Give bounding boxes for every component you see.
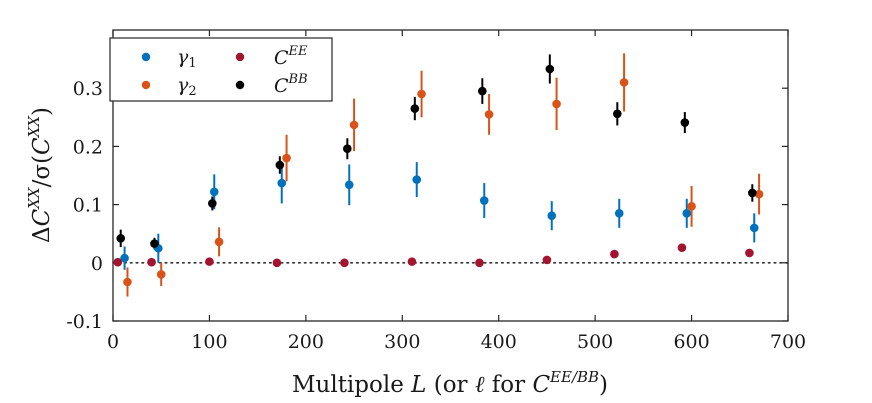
data-point	[123, 277, 132, 287]
x-label-suffix: )	[599, 372, 608, 398]
data-point	[412, 175, 422, 184]
y-tick-label: 0	[91, 253, 103, 275]
data-point	[349, 120, 359, 130]
data-point	[407, 257, 417, 266]
x-label-var: L	[410, 372, 426, 398]
data-point	[552, 99, 561, 109]
data-point	[749, 223, 759, 233]
y-label-delta: Δ	[29, 226, 55, 243]
data-point	[208, 199, 217, 208]
data-point	[484, 110, 494, 119]
legend-label-cee: CEE	[274, 44, 308, 69]
legend-box	[109, 37, 333, 102]
y-label-c: C	[29, 208, 55, 226]
y-tick-label: 0.2	[73, 136, 103, 158]
legend: γ1 γ2 CEE CBB	[109, 37, 333, 102]
x-label-ell: ℓ	[475, 372, 485, 398]
y-label-sup2: XX	[25, 115, 43, 139]
data-point	[479, 196, 489, 205]
data-point	[277, 178, 287, 188]
data-point	[478, 86, 487, 96]
x-tick-label: 0	[107, 331, 119, 353]
data-point	[113, 257, 123, 267]
x-label-sup: EE/BB	[549, 368, 599, 386]
data-point	[613, 109, 622, 119]
data-point	[680, 118, 690, 127]
y-tick-label: 0.3	[73, 78, 103, 100]
x-tick-label: 400	[481, 331, 517, 353]
data-point	[272, 258, 282, 268]
legend-marker-cbb	[235, 80, 245, 90]
y-label-sup: XX	[25, 186, 43, 210]
x-tick-label: 700	[770, 331, 806, 353]
data-point	[545, 64, 555, 74]
axis-ticks: 0 100 200 300 400 500 600 700-0.100.10.20.3	[66, 30, 806, 353]
data-point	[282, 153, 291, 163]
data-point	[214, 237, 224, 247]
x-tick-label: 200	[288, 331, 324, 353]
x-label-middle: (or	[426, 372, 474, 398]
data-point	[754, 189, 764, 199]
y-label-slash: /σ(	[29, 155, 55, 187]
data-point	[547, 211, 557, 220]
data-point	[542, 255, 552, 265]
legend-label-cbb: CBB	[274, 72, 308, 97]
x-label-c: C	[532, 372, 550, 398]
data-point	[745, 248, 754, 258]
data-point	[748, 188, 757, 198]
x-axis-label: Multipole L (or ℓ for CEE/BB)	[292, 368, 608, 398]
data-point	[687, 202, 696, 211]
y-tick-label: 0.1	[73, 195, 103, 217]
y-axis-label: ΔCXX/σ(CXX)	[25, 107, 55, 243]
data-point	[275, 160, 285, 170]
data-point	[677, 243, 687, 252]
x-label-for: for	[484, 372, 532, 398]
data-point	[610, 249, 619, 259]
data-point	[417, 89, 426, 99]
x-tick-label: 100	[191, 331, 227, 353]
x-tick-label: 600	[673, 331, 709, 353]
x-label-prefix: Multipole	[292, 372, 411, 398]
x-tick-label: 300	[384, 331, 420, 353]
legend-marker-cee	[235, 52, 245, 62]
legend-marker-gamma2	[141, 80, 151, 90]
legend-marker-gamma1	[141, 52, 151, 62]
data-point	[343, 144, 352, 154]
y-label-close: )	[29, 107, 55, 116]
data-point	[205, 257, 214, 266]
data-point	[475, 258, 484, 268]
data-point	[209, 187, 219, 197]
legend-label-gamma2: γ2	[177, 74, 197, 99]
data-point	[344, 180, 354, 190]
data-points	[113, 64, 764, 287]
data-point	[116, 234, 126, 243]
data-point	[340, 258, 349, 268]
data-point	[614, 209, 624, 218]
data-point	[147, 257, 156, 267]
y-label-c2: C	[29, 137, 55, 155]
data-point	[156, 270, 166, 279]
data-point	[682, 209, 692, 218]
x-tick-label: 500	[577, 331, 613, 353]
data-point	[120, 253, 129, 263]
data-point	[410, 104, 420, 113]
data-point	[150, 239, 159, 248]
legend-label-gamma1: γ1	[177, 46, 197, 71]
data-point	[619, 78, 629, 87]
y-tick-label: -0.1	[66, 311, 103, 333]
